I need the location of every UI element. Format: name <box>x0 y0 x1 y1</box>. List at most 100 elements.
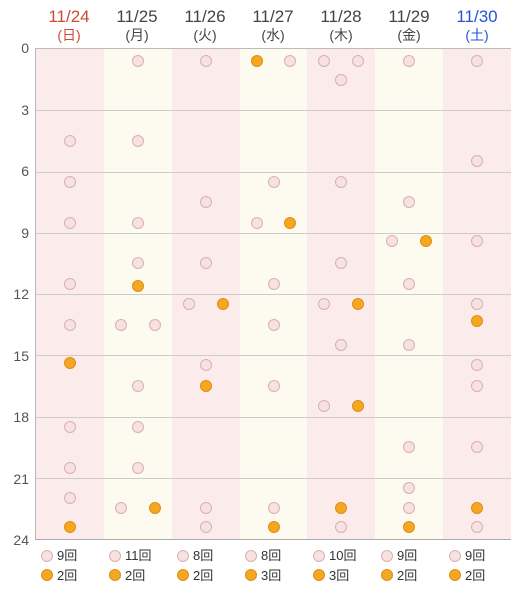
dot-orange <box>420 235 432 247</box>
dow-label: (月) <box>103 27 171 45</box>
y-tick: 21 <box>13 471 29 487</box>
dot-orange <box>64 357 76 369</box>
legend-count: 2回 <box>465 566 485 586</box>
dot-light <box>200 502 212 514</box>
legend-line: 2回 <box>171 566 239 586</box>
dot-light <box>318 298 330 310</box>
legend-line: 8回 <box>239 546 307 566</box>
dot-light <box>200 359 212 371</box>
day-header: 11/25(月) <box>103 0 171 48</box>
legend-count: 9回 <box>397 546 417 566</box>
dots-layer <box>36 49 511 539</box>
dot-light <box>268 176 280 188</box>
y-tick: 0 <box>21 40 29 56</box>
dot-light <box>403 482 415 494</box>
day-header: 11/26(火) <box>171 0 239 48</box>
legend-cell: 8回2回 <box>171 546 239 585</box>
dot-orange <box>335 502 347 514</box>
legend-dot-light <box>245 550 257 562</box>
dot-light <box>403 55 415 67</box>
day-header: 11/30(土) <box>443 0 511 48</box>
date-label: 11/27 <box>252 7 293 26</box>
dot-light <box>403 441 415 453</box>
dot-orange <box>352 400 364 412</box>
day-header: 11/28(木) <box>307 0 375 48</box>
dow-label: (火) <box>171 27 239 45</box>
legend-line: 9回 <box>35 546 103 566</box>
y-tick: 9 <box>21 225 29 241</box>
date-label: 11/25 <box>116 7 157 26</box>
dot-light <box>268 502 280 514</box>
dot-light <box>318 400 330 412</box>
legend-dot-light <box>381 550 393 562</box>
legend-dot-orange <box>177 569 189 581</box>
legend-count: 9回 <box>57 546 77 566</box>
dot-light <box>64 217 76 229</box>
date-label: 11/29 <box>388 7 429 26</box>
axis-spacer <box>0 546 35 585</box>
legend-line: 3回 <box>239 566 307 586</box>
legend-cell: 9回2回 <box>375 546 443 585</box>
legend-dot-light <box>177 550 189 562</box>
dot-orange <box>217 298 229 310</box>
legend-count: 2回 <box>397 566 417 586</box>
dot-light <box>471 55 483 67</box>
dot-light <box>115 502 127 514</box>
legend-line: 11回 <box>103 546 171 566</box>
y-axis: 03691215182124 <box>0 48 35 540</box>
dot-light <box>335 74 347 86</box>
dot-light <box>64 176 76 188</box>
legend-line: 2回 <box>35 566 103 586</box>
dot-light <box>403 339 415 351</box>
legend-dot-orange <box>41 569 53 581</box>
dot-light <box>183 298 195 310</box>
legend-line: 2回 <box>443 566 511 586</box>
legend-count: 2回 <box>57 566 77 586</box>
dot-light <box>115 319 127 331</box>
legend-dot-light <box>41 550 53 562</box>
dot-light <box>64 319 76 331</box>
y-tick: 6 <box>21 163 29 179</box>
dot-orange <box>403 521 415 533</box>
dot-light <box>200 521 212 533</box>
dot-light <box>471 521 483 533</box>
dot-light <box>64 492 76 504</box>
legend-dot-orange <box>449 569 461 581</box>
dot-orange <box>251 55 263 67</box>
date-label: 11/30 <box>456 7 497 26</box>
legend-cell: 8回3回 <box>239 546 307 585</box>
dow-label: (日) <box>35 27 103 45</box>
legend-cell: 11回2回 <box>103 546 171 585</box>
legend-count: 2回 <box>193 566 213 586</box>
legend-count: 10回 <box>329 546 356 566</box>
y-tick: 12 <box>13 286 29 302</box>
dot-light <box>268 278 280 290</box>
dow-label: (木) <box>307 27 375 45</box>
legend-dot-light <box>449 550 461 562</box>
dot-light <box>200 257 212 269</box>
legend-count: 11回 <box>125 546 152 566</box>
legend-dot-orange <box>313 569 325 581</box>
dot-orange <box>149 502 161 514</box>
legend-count: 8回 <box>261 546 281 566</box>
dot-light <box>403 278 415 290</box>
dow-label: (金) <box>375 27 443 45</box>
legend-dot-light <box>109 550 121 562</box>
legend-dot-orange <box>109 569 121 581</box>
legend-cell: 9回2回 <box>35 546 103 585</box>
legend-line: 3回 <box>307 566 375 586</box>
legend-count: 8回 <box>193 546 213 566</box>
legend-line: 9回 <box>375 546 443 566</box>
dot-light <box>335 339 347 351</box>
dot-light <box>132 421 144 433</box>
day-header: 11/24(日) <box>35 0 103 48</box>
dot-light <box>268 319 280 331</box>
dot-light <box>471 441 483 453</box>
dow-label: (水) <box>239 27 307 45</box>
legend-dot-orange <box>381 569 393 581</box>
dot-light <box>403 502 415 514</box>
legend-cell: 9回2回 <box>443 546 511 585</box>
dot-light <box>335 176 347 188</box>
dow-label: (土) <box>443 27 511 45</box>
dot-orange <box>352 298 364 310</box>
